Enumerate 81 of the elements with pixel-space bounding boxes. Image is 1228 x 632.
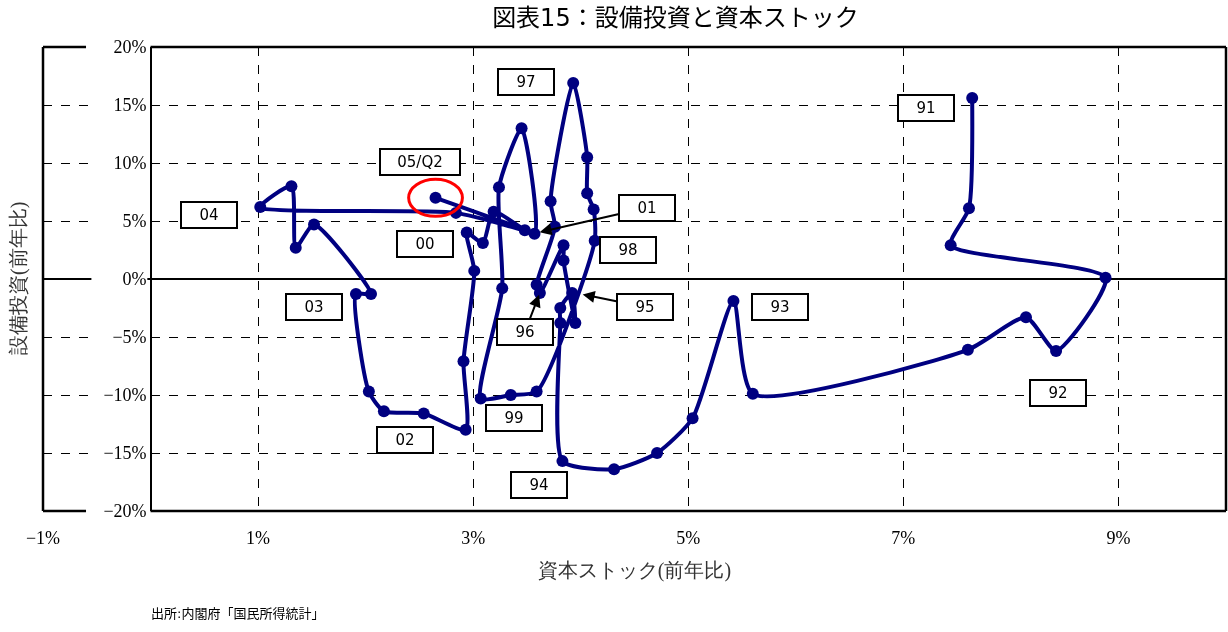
y-tick-label: −15% xyxy=(103,443,147,464)
text: 出所:内閣府「国民所得統計」 xyxy=(151,606,325,621)
point xyxy=(569,317,582,330)
point xyxy=(557,254,570,267)
point xyxy=(515,122,528,135)
annotation: 98 xyxy=(618,241,638,259)
point xyxy=(544,195,557,208)
point xyxy=(285,180,298,193)
x-tick-label: 3% xyxy=(461,528,486,548)
point xyxy=(377,405,390,418)
x-tick-label: −1% xyxy=(25,528,61,548)
point xyxy=(457,355,470,368)
point xyxy=(567,76,580,89)
point xyxy=(308,218,321,231)
point xyxy=(528,227,541,240)
point xyxy=(460,226,473,239)
annotation: 91 xyxy=(916,99,936,117)
annotation: 97 xyxy=(516,73,536,91)
annotation: 93 xyxy=(770,298,790,316)
point xyxy=(557,239,570,252)
y-tick-label: −20% xyxy=(103,501,147,522)
point xyxy=(362,385,375,398)
point xyxy=(459,423,472,436)
point xyxy=(417,407,430,420)
y-tick-label: 0% xyxy=(122,269,147,290)
x-tick-label: 7% xyxy=(891,528,916,548)
y-axis-title: 設備投資(前年比) xyxy=(7,201,30,355)
point xyxy=(504,389,517,401)
point xyxy=(1099,271,1112,284)
chart-title: 図表15：設備投資と資本ストック xyxy=(492,4,859,33)
point xyxy=(349,288,362,301)
y-tick-label: 20% xyxy=(113,37,147,58)
point xyxy=(1050,344,1063,357)
x-tick-label: 5% xyxy=(676,528,701,548)
y-tick-label: 10% xyxy=(113,153,147,174)
point xyxy=(554,317,567,330)
x-tick-label: 1% xyxy=(246,528,271,548)
annotation: 05/Q2 xyxy=(397,153,443,171)
annotation: 04 xyxy=(199,206,219,224)
point xyxy=(966,92,979,105)
point xyxy=(474,392,487,405)
annotation: 02 xyxy=(395,431,415,449)
point xyxy=(365,288,378,301)
y-tick-label: 5% xyxy=(122,211,147,232)
point xyxy=(493,181,505,194)
point xyxy=(476,237,489,250)
point xyxy=(746,387,759,400)
annotation: 96 xyxy=(515,323,535,341)
point xyxy=(608,463,621,476)
point xyxy=(554,302,567,314)
y-tick-label: 15% xyxy=(113,95,147,116)
annotation: 92 xyxy=(1048,384,1068,402)
point xyxy=(587,203,600,216)
x-axis-title: 資本ストック(前年比) xyxy=(537,558,732,582)
annotation: 94 xyxy=(529,476,549,494)
point xyxy=(727,295,740,308)
point xyxy=(468,264,481,277)
point xyxy=(556,455,569,468)
point xyxy=(1019,311,1032,324)
point xyxy=(962,202,975,215)
point xyxy=(581,187,594,200)
point xyxy=(289,241,302,254)
point xyxy=(254,201,267,214)
annotation: 01 xyxy=(637,199,657,217)
point xyxy=(581,151,594,164)
point xyxy=(530,278,543,291)
y-tick-label: −10% xyxy=(103,385,147,406)
x-tick-label: 9% xyxy=(1106,528,1131,548)
point xyxy=(518,224,531,237)
y-tick-label: −5% xyxy=(112,327,147,348)
point xyxy=(530,385,543,398)
point xyxy=(686,412,699,425)
annotation: 03 xyxy=(304,298,324,316)
annotation: 95 xyxy=(635,298,655,316)
annotation: 99 xyxy=(504,409,524,427)
point xyxy=(496,282,509,295)
annotation: 00 xyxy=(415,235,435,253)
point xyxy=(651,447,664,459)
point xyxy=(944,239,957,252)
point xyxy=(429,191,442,204)
point xyxy=(961,343,974,356)
